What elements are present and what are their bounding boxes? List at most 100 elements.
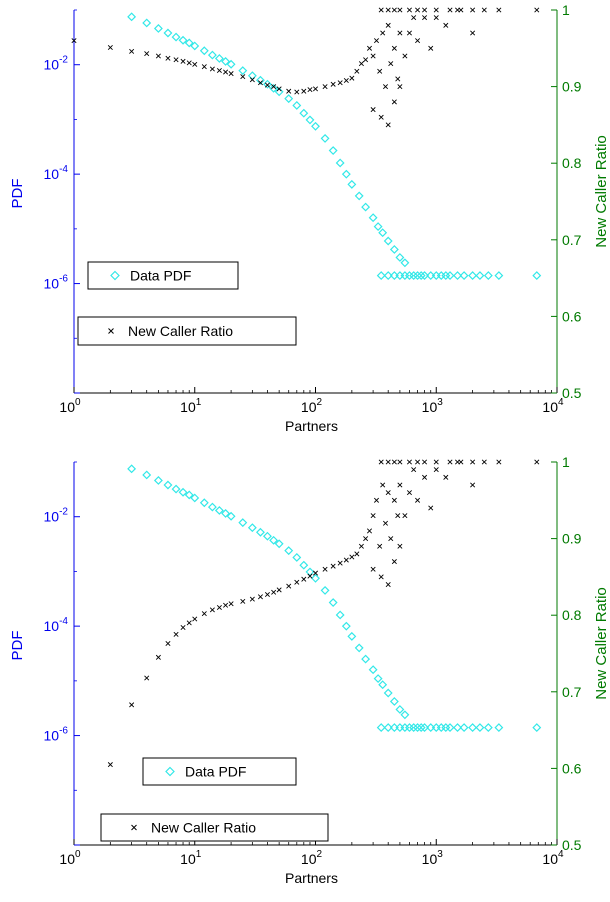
new-caller-ratio-point [312,570,319,576]
data-pdf-point [238,66,248,76]
new-caller-ratio-point [433,459,439,465]
new-caller-ratio-point [397,482,403,488]
data-pdf-point [400,710,410,720]
legend-x-icon [131,824,137,831]
new-caller-ratio-point [406,459,412,465]
legend-diamond-icon [110,270,120,281]
new-caller-ratio-point [144,51,150,57]
data-pdf-point [320,585,330,595]
legend-box [87,261,239,290]
data-pdf-point [178,487,188,497]
new-caller-ratio-point [358,61,364,67]
data-pdf-point [436,271,446,281]
new-caller-ratio-point [433,7,439,13]
new-caller-ratio-point [397,543,403,549]
new-caller-ratio-point [406,490,412,496]
x-tick-label: 100 [59,849,81,867]
new-caller-ratio-point [286,88,292,94]
left-y-tick-label-exponent: -4 [59,616,68,627]
x-tick-label: 102 [301,849,323,867]
new-caller-ratio-point [192,616,198,622]
new-caller-ratio-point [415,497,421,503]
x-tick-label-exponent: 3 [437,397,443,408]
right-y-tick-label: 1 [562,454,570,470]
x-tick-label-exponent: 0 [75,849,81,860]
data-pdf-point [376,723,386,733]
data-pdf-point [532,723,542,733]
new-caller-ratio-point [447,7,453,13]
new-caller-ratio-point [411,467,417,473]
new-caller-ratio-point [312,86,319,92]
data-pdf-point [305,567,315,577]
new-caller-ratio-point [391,559,397,565]
x-tick-label: 104 [542,397,564,415]
right-y-tick-label: 0.6 [562,760,582,776]
left-y-tick-label-base: 10 [44,728,60,744]
new-caller-ratio-point [377,68,383,74]
data-pdf-point [468,271,478,281]
new-caller-ratio-point [294,89,300,95]
data-pdf-point [299,108,309,118]
new-caller-ratio-point [433,467,439,473]
new-caller-ratio-point [301,88,307,94]
new-caller-ratio-point [363,536,369,542]
data-pdf-point [184,490,194,500]
data-pdf-point [400,723,410,733]
data-pdf-point [459,723,469,733]
left-y-axis-label: PDF [9,631,26,661]
new-caller-ratio-point [470,30,476,36]
data-pdf-point [199,498,209,508]
legend-diamond-icon [165,766,175,777]
data-pdf-point [361,202,371,212]
new-caller-ratio-point [129,702,135,708]
right-y-tick-label: 0.9 [562,531,582,547]
left-y-tick-label: 10-6 [44,726,69,744]
right-y-tick-label: 0.8 [562,607,582,623]
data-pdf-point [171,32,181,42]
new-caller-ratio-point [481,459,487,465]
data-pdf-point [190,41,200,51]
new-caller-ratio-point [385,7,391,13]
data-pdf-point [214,506,224,515]
data-pdf-point [389,245,399,254]
data-pdf-point [409,271,419,281]
data-pdf-point [436,723,446,733]
new-caller-ratio-point [366,528,373,534]
data-pdf-point [335,158,345,168]
left-y-tick-label: 10-4 [44,164,69,182]
new-caller-ratio-point [422,7,428,13]
data-pdf-point [383,723,393,733]
data-pdf-point [378,228,388,238]
new-caller-ratio-point [391,497,397,503]
new-caller-ratio-point [377,543,383,549]
legend-box [77,316,297,346]
data-pdf-point [153,24,163,33]
new-caller-ratio-point [534,7,540,13]
data-pdf-point [347,179,357,189]
data-pdf-point [383,688,393,698]
data-pdf-point [483,271,493,281]
data-pdf-point [328,146,338,155]
data-pdf-point [532,271,542,281]
right-y-axis-label: New Caller Ratio [593,135,610,248]
data-pdf-point [163,28,173,38]
new-caller-ratio-point [415,459,421,465]
new-caller-ratio-point [322,84,328,90]
new-caller-ratio-point [385,459,391,465]
new-caller-ratio-point [286,583,292,589]
new-caller-ratio-point [223,69,229,75]
new-caller-ratio-point [209,66,215,72]
data-pdf-point [376,271,386,281]
left-y-tick-label-exponent: -6 [59,726,68,737]
x-tick-label-base: 10 [301,399,317,415]
new-caller-ratio-point [397,459,403,465]
left-y-tick-label-base: 10 [44,166,60,182]
new-caller-ratio-point [192,61,198,67]
new-caller-ratio-point [496,459,502,465]
data-pdf-point [142,18,152,28]
left-y-tick-label-exponent: -2 [59,507,68,518]
x-tick-label-base: 10 [422,399,438,415]
data-pdf-point [292,553,302,562]
right-y-tick-label: 0.7 [562,684,582,700]
